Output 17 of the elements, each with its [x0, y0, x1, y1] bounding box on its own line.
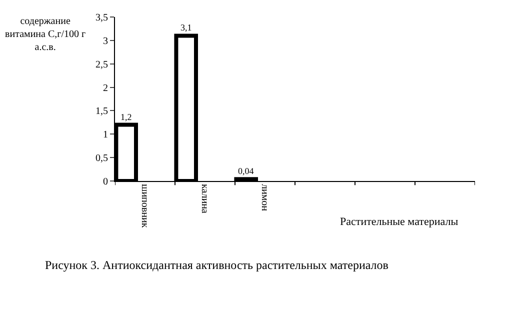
y-tick-label: 3 — [103, 36, 108, 47]
y-tick-label: 1 — [103, 130, 108, 141]
data-label: 0,04 — [238, 166, 254, 176]
text: Рисунок 3. Антиоксидантная активность растительных материалов — [45, 258, 389, 272]
x-tick-label: лимон — [258, 184, 270, 212]
x-tick-label: калина — [198, 184, 210, 214]
y-tick-label: 0 — [103, 176, 108, 188]
data-label: 1,2 — [120, 112, 132, 122]
y-tick-label: 0,5 — [96, 153, 108, 164]
y-axis-title: содержание витамина С,г/100 г а.с.в. — [5, 16, 86, 53]
y-tick-label: 2 — [103, 82, 108, 94]
x-axis-title: Растительные материалы — [340, 216, 459, 228]
y-tick-label: 1,5 — [96, 106, 108, 118]
y-tick-label: 2,5 — [96, 59, 108, 70]
data-label: 3,1 — [180, 22, 192, 33]
y-tick-label: 3,5 — [96, 12, 108, 24]
x-tick-label: шиповник — [138, 184, 150, 228]
